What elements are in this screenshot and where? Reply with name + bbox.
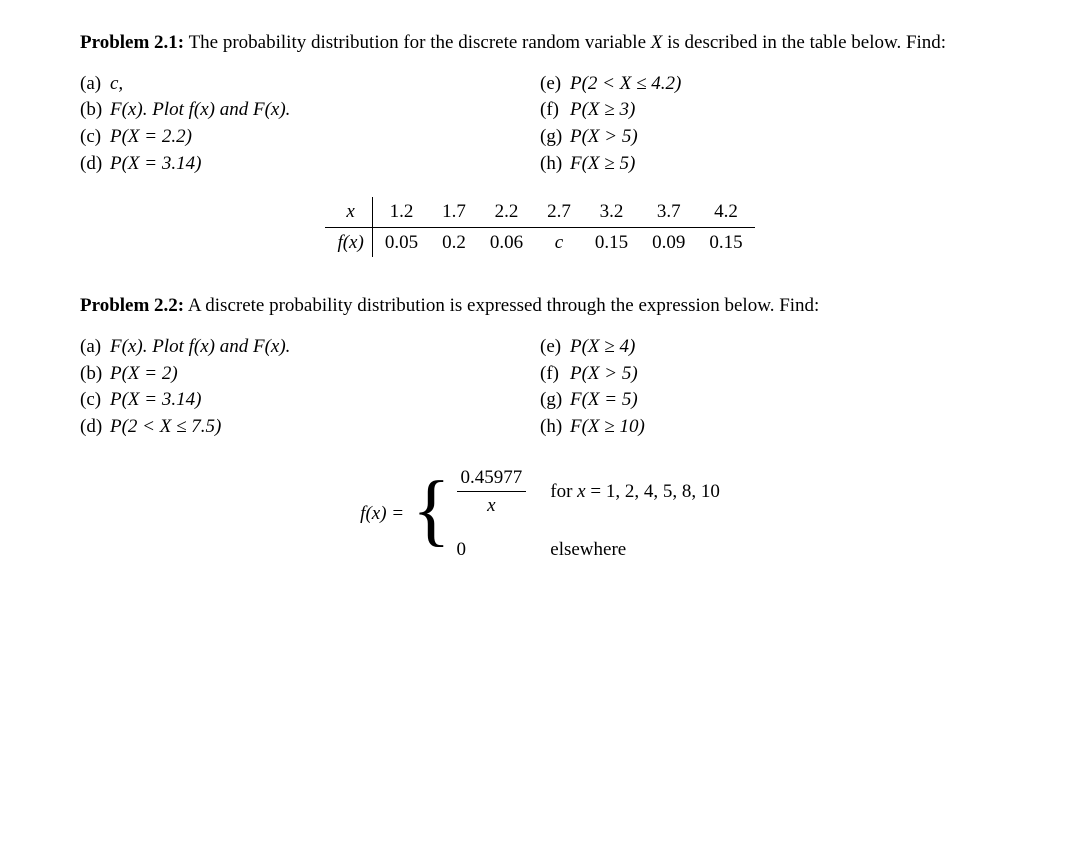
problem-2-1-left-col: (a)c, (b)F(x). Plot f(x) and F(x). (c)P(… (80, 70, 540, 178)
table-cell: 0.15 (583, 227, 640, 257)
problem-2-2-left-col: (a)F(x). Plot f(x) and F(x). (b)P(X = 2)… (80, 333, 540, 441)
case1-value: 0.45977 x (457, 465, 527, 519)
p1-item-g: (g)P(X > 5) (540, 124, 1000, 150)
case2-value: 0 (457, 537, 527, 563)
table-row-x: x 1.2 1.7 2.2 2.7 3.2 3.7 4.2 (325, 197, 754, 227)
case1-condition: for x = 1, 2, 4, 5, 8, 10 (550, 479, 720, 505)
table-cell: 4.2 (697, 197, 754, 227)
table-cell: 0.2 (430, 227, 478, 257)
table-cell: 0.06 (478, 227, 535, 257)
case2-condition: elsewhere (550, 537, 720, 563)
p1-item-f: (f)P(X ≥ 3) (540, 97, 1000, 123)
piecewise-cases: 0.45977 x for x = 1, 2, 4, 5, 8, 10 0 el… (457, 465, 720, 563)
problem-2-1-statement: Problem 2.1: The probability distributio… (80, 30, 1000, 56)
fraction: 0.45977 x (457, 465, 527, 519)
problem-2-1-var: X (651, 32, 663, 53)
p2-item-a: (a)F(x). Plot f(x) and F(x). (80, 334, 540, 360)
p2-item-e: (e)P(X ≥ 4) (540, 334, 1000, 360)
table-cell: 0.09 (640, 227, 697, 257)
p1-item-h: (h)F(X ≥ 5) (540, 151, 1000, 177)
p1-item-c: (c)P(X = 2.2) (80, 124, 540, 150)
table-row-fx: f(x) 0.05 0.2 0.06 c 0.15 0.09 0.15 (325, 227, 754, 257)
p1-item-e: (e)P(2 < X ≤ 4.2) (540, 71, 1000, 97)
table-x-label: x (325, 197, 372, 227)
table-cell: 3.7 (640, 197, 697, 227)
problem-2-1-right-col: (e)P(2 < X ≤ 4.2) (f)P(X ≥ 3) (g)P(X > 5… (540, 70, 1000, 178)
p1-item-a: (a)c, (80, 71, 540, 97)
problem-2-1-text-before: The probability distribution for the dis… (189, 32, 651, 53)
piecewise-lhs: f(x) = (360, 501, 404, 527)
table-cell: 1.2 (372, 197, 430, 227)
table-cell: 0.15 (697, 227, 754, 257)
table-cell: 2.2 (478, 197, 535, 227)
table-cell: 1.7 (430, 197, 478, 227)
p2-item-b: (b)P(X = 2) (80, 361, 540, 387)
p1-item-d: (d)P(X = 3.14) (80, 151, 540, 177)
fraction-numerator: 0.45977 (457, 465, 527, 493)
left-brace-icon: { (412, 475, 450, 545)
table-cell: 0.05 (372, 227, 430, 257)
p2-item-f: (f)P(X > 5) (540, 361, 1000, 387)
table-fx-label: f(x) (325, 227, 372, 257)
p2-item-h: (h)F(X ≥ 10) (540, 414, 1000, 440)
p2-item-d: (d)P(2 < X ≤ 7.5) (80, 414, 540, 440)
problem-2-2-text: A discrete probability distribution is e… (188, 295, 819, 316)
table-cell: 2.7 (535, 197, 583, 227)
fraction-denominator: x (457, 492, 527, 519)
table-cell: 3.2 (583, 197, 640, 227)
p2-item-c: (c)P(X = 3.14) (80, 387, 540, 413)
problem-2-1: Problem 2.1: The probability distributio… (80, 30, 1000, 257)
problem-2-1-text-after: is described in the table below. Find: (662, 32, 946, 53)
piecewise-definition: f(x) = { 0.45977 x for x = 1, 2, 4, 5, 8… (80, 465, 1000, 563)
problem-2-2-right-col: (e)P(X ≥ 4) (f)P(X > 5) (g)F(X = 5) (h)F… (540, 333, 1000, 441)
problem-2-1-label: Problem 2.1: (80, 32, 184, 53)
p2-item-g: (g)F(X = 5) (540, 387, 1000, 413)
table-cell: c (535, 227, 583, 257)
problem-2-1-subparts: (a)c, (b)F(x). Plot f(x) and F(x). (c)P(… (80, 70, 1000, 178)
problem-2-2-statement: Problem 2.2: A discrete probability dist… (80, 293, 1000, 319)
p1-item-b: (b)F(x). Plot f(x) and F(x). (80, 97, 540, 123)
problem-2-2: Problem 2.2: A discrete probability dist… (80, 293, 1000, 562)
problem-2-2-label: Problem 2.2: (80, 295, 184, 316)
problem-2-2-subparts: (a)F(x). Plot f(x) and F(x). (b)P(X = 2)… (80, 333, 1000, 441)
problem-2-1-table: x 1.2 1.7 2.2 2.7 3.2 3.7 4.2 f(x) 0.05 … (325, 197, 754, 257)
